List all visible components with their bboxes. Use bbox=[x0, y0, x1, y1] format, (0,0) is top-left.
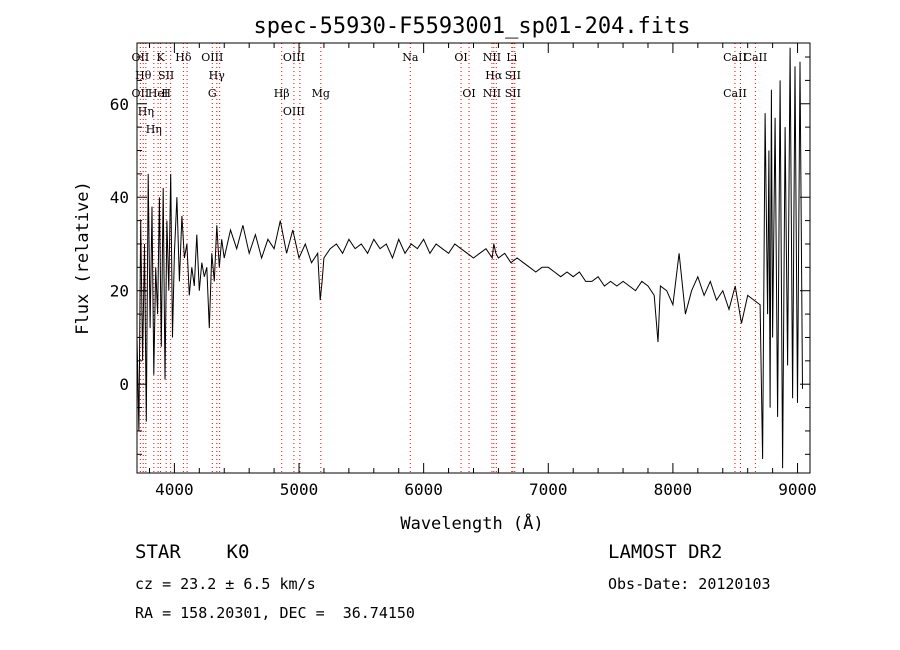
line-label: CaII bbox=[723, 51, 747, 64]
line-label: CaII bbox=[744, 51, 768, 64]
y-tick-label: 0 bbox=[119, 375, 129, 394]
observation-date: Obs-Date: 20120103 bbox=[608, 575, 771, 593]
line-label: NII bbox=[483, 51, 501, 64]
line-label: OII bbox=[132, 87, 150, 100]
y-tick-label: 60 bbox=[110, 95, 129, 114]
line-label: Hδ bbox=[175, 51, 192, 64]
x-tick-label: 7000 bbox=[529, 480, 568, 499]
line-label: Hη bbox=[138, 105, 154, 118]
x-axis-ticks: 4000 5000 6000 7000 8000 9000 bbox=[148, 43, 817, 499]
line-label: Mg bbox=[312, 87, 330, 100]
flux-series bbox=[136, 47, 803, 469]
line-label: H bbox=[161, 87, 171, 100]
x-tick-label: 9000 bbox=[778, 480, 817, 499]
line-label: Hβ bbox=[274, 87, 290, 100]
x-tick-label: 8000 bbox=[654, 480, 693, 499]
y-tick-label: 20 bbox=[110, 282, 129, 301]
object-class: STAR K0 bbox=[135, 541, 250, 563]
line-label: Hθ bbox=[135, 69, 152, 82]
x-tick-label: 4000 bbox=[155, 480, 194, 499]
y-tick-label: 40 bbox=[110, 188, 129, 207]
line-label: Li bbox=[506, 51, 517, 64]
x-axis-label: Wavelength (Å) bbox=[400, 512, 543, 534]
line-label: G bbox=[208, 87, 217, 100]
line-label: K bbox=[156, 51, 165, 64]
survey-name: LAMOST DR2 bbox=[608, 541, 723, 563]
line-label: CaII bbox=[723, 87, 747, 100]
redshift-velocity: cz = 23.2 ± 6.5 km/s bbox=[135, 575, 316, 593]
line-label: OIII bbox=[283, 105, 305, 118]
line-label: Hη bbox=[146, 123, 162, 136]
line-label: SII bbox=[505, 69, 521, 82]
line-label: OIII bbox=[201, 51, 223, 64]
chart-title: spec-55930-F5593001_sp01-204.fits bbox=[253, 14, 690, 39]
x-tick-label: 5000 bbox=[280, 480, 319, 499]
spectral-line-markers bbox=[139, 43, 756, 473]
line-label: HeI bbox=[148, 87, 168, 100]
line-label: Hα bbox=[485, 69, 503, 82]
flux-line bbox=[136, 47, 803, 469]
line-label: Hγ bbox=[209, 69, 226, 82]
ra-dec-coordinates: RA = 158.20301, DEC = 36.74150 bbox=[135, 604, 415, 622]
line-label: SII bbox=[158, 69, 174, 82]
y-axis-label: Flux (relative) bbox=[73, 181, 93, 335]
x-tick-label: 6000 bbox=[404, 480, 443, 499]
line-label: SII bbox=[505, 87, 521, 100]
y-axis-ticks: 0 20 40 60 bbox=[110, 56, 810, 455]
line-label: OI bbox=[454, 51, 467, 64]
line-label: OI bbox=[462, 87, 475, 100]
line-label: NII bbox=[483, 87, 501, 100]
line-label: Na bbox=[402, 51, 419, 64]
line-label: OIII bbox=[283, 51, 305, 64]
